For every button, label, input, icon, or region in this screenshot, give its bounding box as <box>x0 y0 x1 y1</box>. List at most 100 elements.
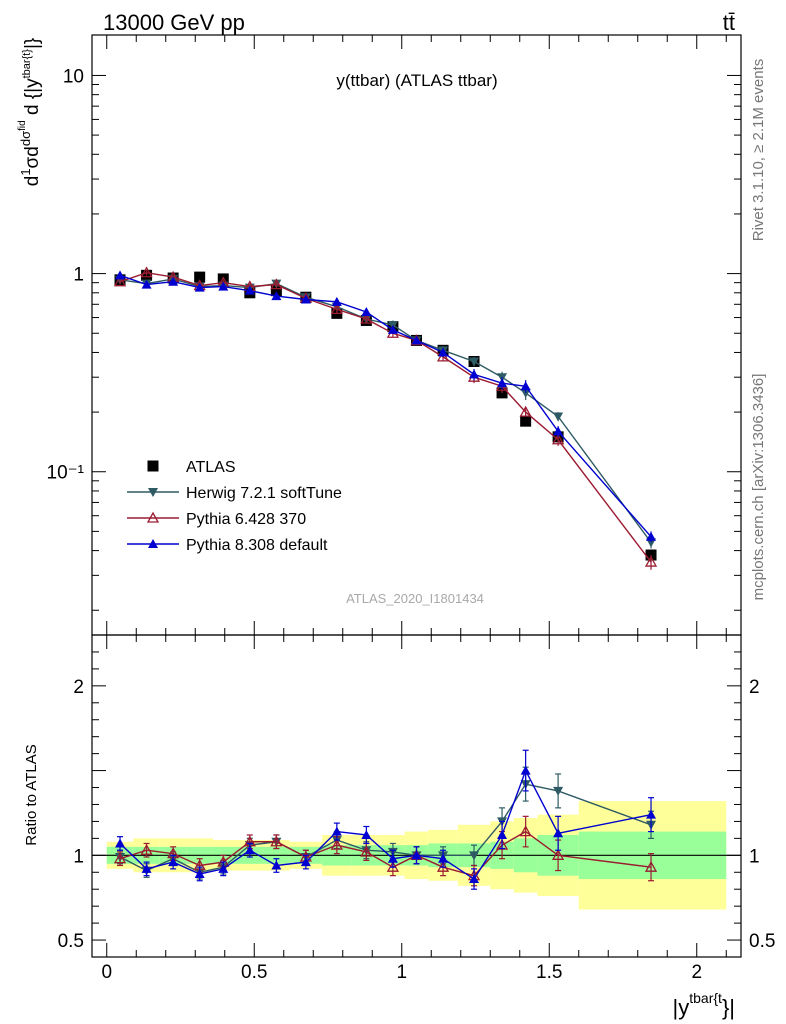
data-point <box>361 829 372 839</box>
ratio-line <box>119 768 652 881</box>
legend-entry-0: ATLAS <box>147 459 236 476</box>
x-tick-label: 2 <box>691 962 702 983</box>
data-point <box>438 347 449 357</box>
x-tick-label: 1 <box>396 962 407 983</box>
data-point <box>140 266 153 278</box>
main-series-layer <box>113 266 658 570</box>
data-point <box>553 412 564 422</box>
mcplots-label: mcplots.cern.ch [arXiv:1306.3436] <box>750 374 767 601</box>
x-axis-label: |ytbar{t}| <box>673 990 735 1020</box>
data-point <box>300 294 311 304</box>
data-point <box>330 838 343 850</box>
ratio-frame <box>91 634 742 958</box>
data-point <box>147 460 159 472</box>
data-point <box>168 857 179 867</box>
legend-label: Pythia 6.428 370 <box>186 511 306 528</box>
data-point <box>520 381 531 391</box>
data-point <box>300 857 311 867</box>
data-point <box>644 860 658 872</box>
series-line <box>119 274 652 538</box>
legend-label: Pythia 8.308 default <box>186 537 328 554</box>
data-point <box>469 851 480 861</box>
data-point <box>270 835 283 847</box>
svg-text:|ytbar{t}|: |ytbar{t}| <box>673 990 735 1020</box>
data-point <box>360 845 373 857</box>
series-1 <box>115 274 657 549</box>
ratio-series-2 <box>113 815 658 887</box>
ratio-tick-label: 1 <box>73 846 84 867</box>
data-point <box>495 838 509 850</box>
data-point <box>244 285 255 295</box>
ratio-tick-label-right: 0.5 <box>749 931 775 952</box>
data-point <box>271 860 282 870</box>
data-point <box>140 843 153 855</box>
data-point <box>194 868 205 878</box>
data-point <box>194 271 206 283</box>
analysis-id: ATLAS_2020_I1801434 <box>346 591 484 606</box>
data-point <box>168 276 179 286</box>
series-3 <box>115 270 657 543</box>
data-point <box>553 786 564 796</box>
legend: ATLAS Herwig 7.2.1 softTune Pythia 6.428 3… <box>127 459 342 554</box>
y-tick-label: 10 <box>63 66 84 87</box>
series-line <box>119 278 652 543</box>
data-point <box>244 845 255 855</box>
data-point <box>519 825 532 837</box>
data-point <box>115 838 126 848</box>
data-point <box>270 285 282 297</box>
data-point <box>469 357 480 367</box>
data-point <box>551 433 565 445</box>
ratio-ylabel: Ratio to ATLAS <box>23 744 40 845</box>
x-tick-label: 0 <box>101 962 112 983</box>
header-left: 13000 GeV pp <box>103 10 245 35</box>
data-point <box>644 555 658 567</box>
rivet-label: Rivet 3.1.10, ≥ 2.1M events <box>750 59 767 242</box>
main-axes: 10 1 10⁻¹ <box>47 34 742 636</box>
ratio-series-3 <box>115 749 657 890</box>
ratio-axes: 0 0.5 1 1.5 2 0.5 0.5 1 1 2 2 <box>58 634 775 983</box>
data-point <box>361 307 372 317</box>
header-right: tt̄ <box>723 10 735 35</box>
data-point <box>387 324 398 334</box>
legend-label: ATLAS <box>186 459 236 476</box>
y-tick-label: 10⁻¹ <box>47 463 85 484</box>
data-point <box>270 278 283 290</box>
ratio-tick-label-right: 2 <box>749 677 760 698</box>
y-tick-label: 1 <box>73 265 84 286</box>
data-point <box>551 848 565 860</box>
data-point <box>469 369 480 379</box>
data-point <box>271 291 282 301</box>
data-point <box>331 826 342 836</box>
legend-entry-3: Pythia 8.308 default <box>127 537 328 554</box>
data-point <box>438 853 449 863</box>
legend-label: Herwig 7.2.1 softTune <box>186 485 342 502</box>
svg-text:d1σddσfid d {|ytbar{t}|}: d1σddσfid d {|ytbar{t}|} <box>17 38 43 187</box>
data-point <box>646 809 657 819</box>
data-point <box>146 511 160 523</box>
ratio-line <box>119 830 652 877</box>
data-point <box>141 863 152 873</box>
ratio-series-layer <box>113 749 658 890</box>
data-point <box>520 388 531 398</box>
data-point <box>519 405 532 417</box>
data-point <box>360 312 373 324</box>
x-tick-label: 0.5 <box>241 962 267 983</box>
data-point <box>218 281 229 291</box>
data-point <box>194 282 205 292</box>
data-point <box>497 829 508 839</box>
legend-entry-1: Herwig 7.2.1 softTune <box>127 485 342 502</box>
data-point <box>520 415 532 427</box>
data-point <box>331 296 342 306</box>
data-point <box>646 531 657 541</box>
data-point <box>148 488 158 497</box>
plot-title: y(ttbar) (ATLAS ttbar) <box>336 71 497 90</box>
data-point <box>520 765 531 775</box>
data-point <box>497 378 508 388</box>
data-point <box>553 426 564 436</box>
data-point <box>148 539 158 548</box>
data-point <box>411 850 422 860</box>
data-point <box>330 303 343 315</box>
data-point <box>469 874 480 884</box>
main-ylabel: d1σddσfid d {|ytbar{t}|} <box>17 38 43 187</box>
